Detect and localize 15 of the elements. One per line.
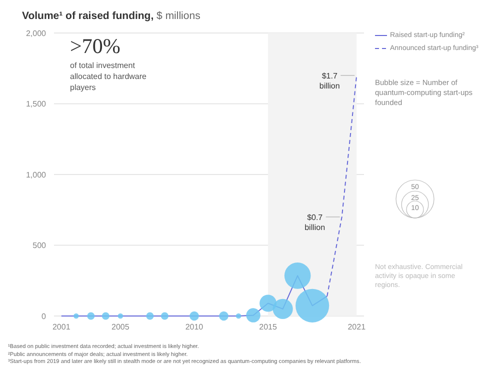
annotation: of total investment allocated to hardware players (70, 60, 148, 93)
x-tick-label: 2015 (259, 322, 278, 332)
y-tick-label: 1,500 (26, 100, 47, 109)
x-tick-label: 2001 (52, 322, 71, 332)
y-tick-label: 0 (42, 312, 47, 321)
x-tick-label: 2010 (185, 322, 204, 332)
annotation: >70% (70, 34, 120, 59)
chart-title: Volume¹ of raised funding, $ millions (22, 10, 200, 22)
y-tick-label: 2,000 (26, 28, 47, 38)
annotation: $0.7 billion (304, 212, 326, 232)
x-tick-label: 2005 (112, 322, 130, 332)
annotation: $1.7 billion (319, 71, 340, 90)
y-tick-label: 1,000 (26, 170, 47, 180)
y-tick-label: 500 (32, 241, 47, 250)
x-tick-label: 2021 (348, 322, 366, 332)
